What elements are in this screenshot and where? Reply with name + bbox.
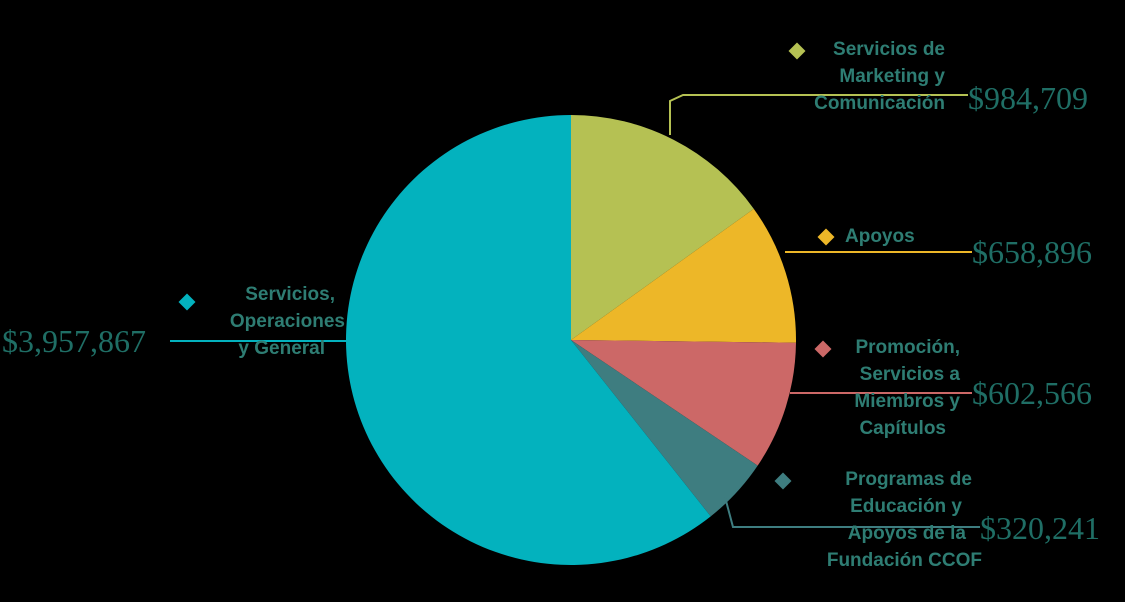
slice-value-educacion: $320,241 (980, 510, 1100, 546)
slice-value-operaciones: $3,957,867 (2, 323, 146, 359)
slice-label-line: Servicios de (833, 39, 945, 60)
slice-label-line: Marketing y (839, 66, 945, 87)
slice-label-operaciones: Servicios, Operaciones y General (190, 281, 345, 362)
pie-slice-operaciones (346, 115, 711, 565)
slice-value-apoyos: $658,896 (972, 234, 1092, 270)
slice-label-marketing: Servicios de Marketing y Comunicación (795, 36, 945, 117)
slice-label-line: Promoción, (855, 337, 960, 358)
slice-value-marketing: $984,709 (968, 80, 1088, 116)
slice-label-promocion: Promoción, Servicios a Miembros y Capítu… (800, 334, 960, 442)
pie-slice-promocion (571, 340, 796, 466)
slice-label-line: Apoyos de la (847, 523, 966, 544)
slice-label-apoyos: Apoyos (845, 223, 915, 250)
slice-label-line: Miembros y (854, 391, 960, 412)
pie-slice-educacion (571, 340, 758, 517)
slice-label-line: Operaciones (229, 311, 345, 332)
slice-label-line: Apoyos (845, 226, 915, 247)
slice-label-educacion: Programas de Educación y Apoyos de la Fu… (790, 466, 982, 574)
slice-label-line: y General (238, 338, 325, 359)
pie-slice-marketing (571, 115, 754, 340)
slice-label-line: Servicios, (245, 284, 335, 305)
slice-label-line: Servicios a (859, 364, 960, 385)
slice-label-line: Comunicación (814, 93, 945, 114)
leader-line-marketing (669, 94, 968, 135)
pie-slice-apoyos (571, 208, 796, 343)
leader-line-educacion (724, 496, 980, 528)
leader-lines (170, 94, 980, 528)
slice-label-line: Programas de (845, 469, 972, 490)
slice-label-line: Fundación CCOF (826, 550, 982, 571)
pie-slices (346, 115, 796, 565)
slice-label-line: Educación y (850, 496, 962, 517)
slice-value-promocion: $602,566 (972, 375, 1092, 411)
slice-label-line: Capítulos (859, 418, 946, 439)
